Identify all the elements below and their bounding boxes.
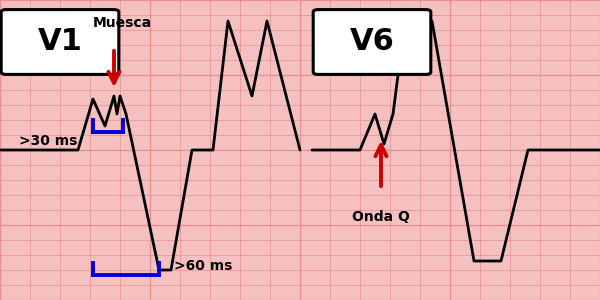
Text: V6: V6 — [350, 28, 394, 56]
FancyBboxPatch shape — [313, 10, 431, 74]
Text: Muesca: Muesca — [93, 16, 152, 30]
Text: V1: V1 — [38, 28, 82, 56]
Text: >30 ms: >30 ms — [19, 134, 77, 148]
FancyBboxPatch shape — [1, 10, 119, 74]
Text: >60 ms: >60 ms — [174, 259, 232, 272]
Text: Onda Q: Onda Q — [352, 210, 410, 224]
